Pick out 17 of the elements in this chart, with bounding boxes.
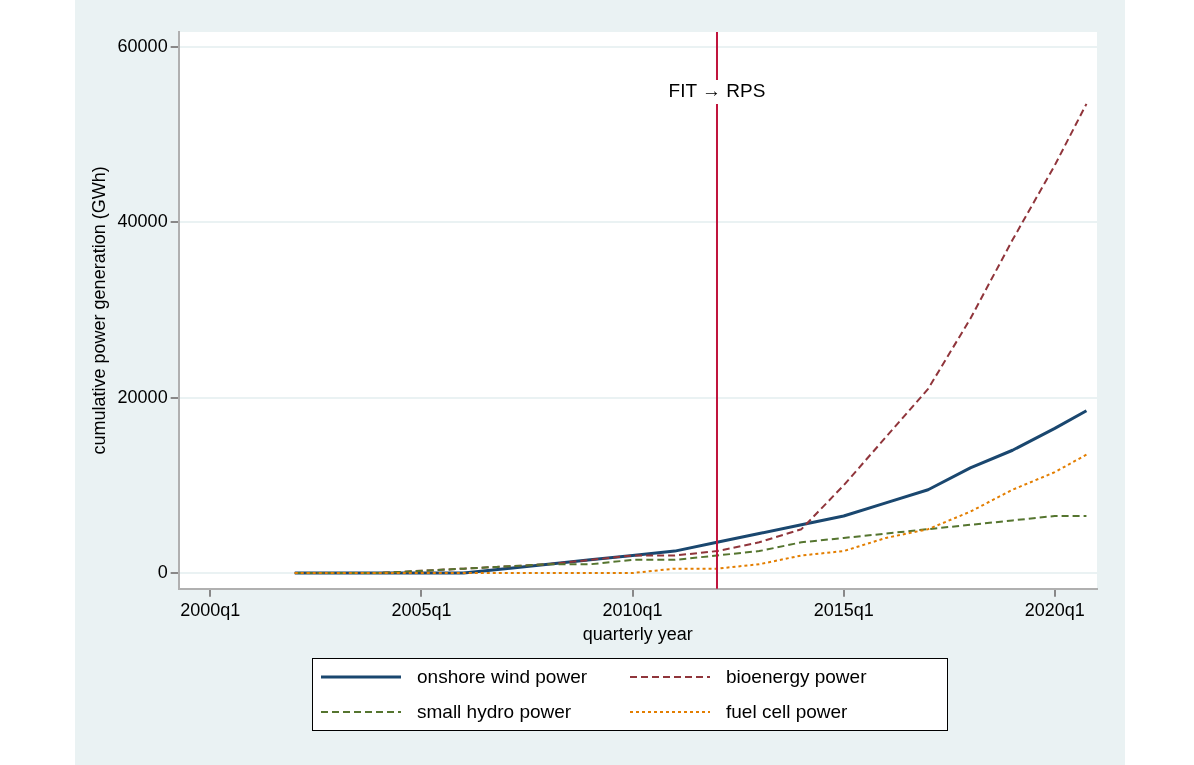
y-tick-label: 0 <box>157 561 168 582</box>
y-tick-label: 20000 <box>117 386 168 407</box>
x-tick-label: 2020q1 <box>1024 599 1085 620</box>
legend-label: fuel cell power <box>726 701 848 724</box>
legend-label: small hydro power <box>417 701 572 724</box>
x-tick-label: 2010q1 <box>602 599 663 620</box>
legend-label: onshore wind power <box>417 665 588 688</box>
x-axis-title: quarterly year <box>582 624 693 645</box>
x-tick-label: 2000q1 <box>180 599 241 620</box>
line-series <box>293 453 1088 575</box>
y-axis-title: cumulative power generation (GWh) <box>88 166 109 455</box>
y-tick-label: 60000 <box>117 35 168 56</box>
legend-label: bioenergy power <box>726 665 867 688</box>
x-tick-label: 2015q1 <box>813 599 874 620</box>
x-tick-label: 2005q1 <box>391 599 452 620</box>
y-tick-label: 40000 <box>117 211 168 232</box>
ref-line-label: FIT → RPS <box>668 80 766 102</box>
